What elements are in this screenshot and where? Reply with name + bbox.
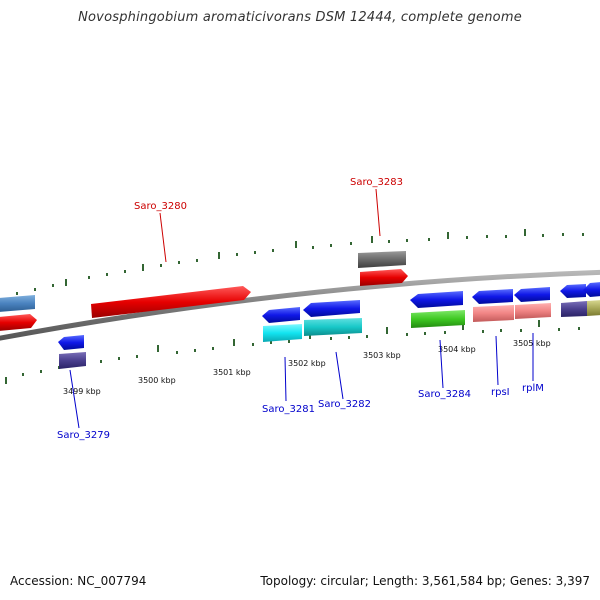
gene-feature[interactable] [587, 300, 600, 316]
gene-feature[interactable] [515, 303, 551, 319]
gene-label[interactable]: rplM [522, 383, 544, 394]
gene-feature[interactable] [560, 284, 586, 298]
tick-label: 3503 kbp [363, 351, 401, 360]
gene-feature[interactable] [0, 295, 35, 312]
gene-feature[interactable] [358, 251, 406, 268]
gene-feature-saro-3280[interactable] [91, 286, 251, 318]
gene-feature[interactable] [473, 305, 514, 322]
genome-backbone [0, 269, 600, 341]
gene-feature-saro-3279[interactable] [58, 335, 84, 350]
tick-label: 3501 kbp [213, 368, 251, 377]
gene-label[interactable]: Saro_3282 [318, 399, 371, 410]
tick-label: 3504 kbp [438, 345, 476, 354]
tick-label: 3499 kbp [63, 387, 101, 396]
gene-label[interactable]: Saro_3283 [350, 177, 403, 188]
label-leaders [69, 188, 534, 429]
gene-label[interactable]: rpsI [491, 387, 510, 398]
gene-feature[interactable] [59, 352, 86, 369]
gene-feature-saro-3284[interactable] [410, 291, 463, 308]
tick-label: 3505 kbp [513, 339, 551, 348]
tick-label: 3502 kbp [288, 359, 326, 368]
gene-feature-saro-3282[interactable] [303, 300, 360, 317]
gene-feature[interactable] [304, 318, 362, 336]
gene-feature[interactable] [263, 324, 302, 342]
gene-feature-saro-3281[interactable] [262, 307, 300, 323]
gene-label[interactable]: Saro_3280 [134, 201, 187, 212]
gene-feature[interactable] [583, 282, 600, 297]
scale-labels: 3499 kbp 3500 kbp 3501 kbp 3502 kbp 3503… [63, 339, 551, 396]
gene-feature-saro-3283[interactable] [360, 269, 408, 286]
page-title: Novosphingobium aromaticivorans DSM 1244… [78, 10, 522, 25]
accession-label: Accession: NC_007794 [10, 574, 147, 588]
outer-tick-ring [16, 229, 584, 295]
gene-label[interactable]: Saro_3281 [262, 404, 315, 415]
gene-label[interactable]: Saro_3279 [57, 430, 110, 441]
tick-label: 3500 kbp [138, 376, 176, 385]
gene-feature[interactable] [411, 310, 465, 328]
gene-feature[interactable] [561, 301, 587, 317]
genome-summary: Topology: circular; Length: 3,561,584 bp… [260, 574, 590, 588]
gene-feature-rplm[interactable] [514, 287, 550, 302]
gene-feature[interactable] [0, 314, 37, 331]
gene-label[interactable]: Saro_3284 [418, 389, 471, 400]
gene-feature-rpsi[interactable] [472, 289, 513, 304]
gene-labels: Saro_3280 Saro_3283 Saro_3279 Saro_3281 … [57, 177, 544, 441]
